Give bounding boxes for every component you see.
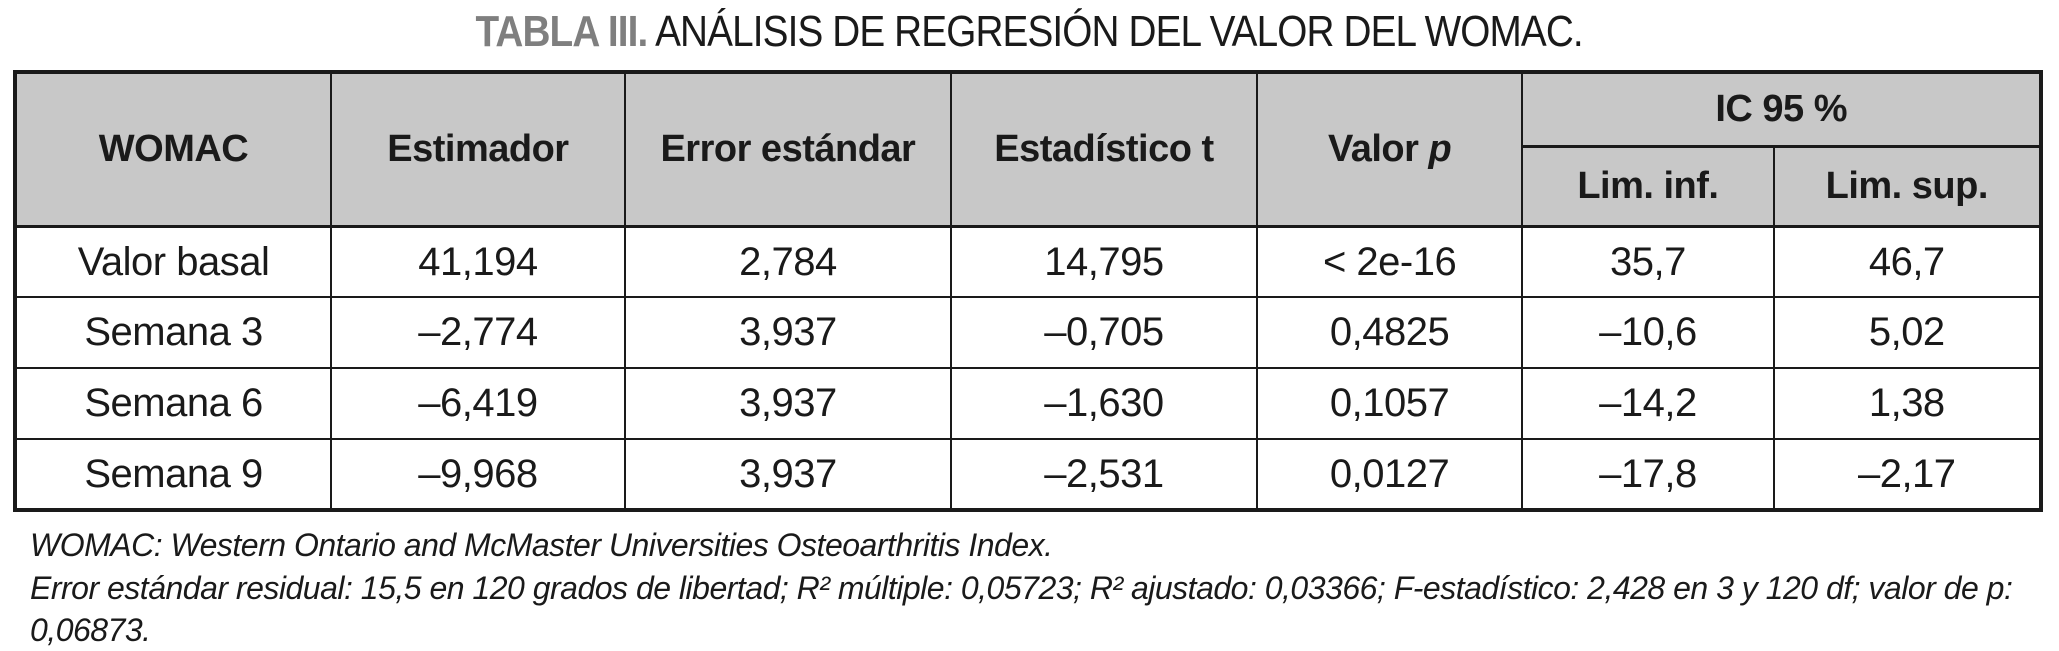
col-header-womac: WOMAC	[13, 71, 333, 228]
cell-error-estandar: 3,937	[623, 438, 952, 512]
footnote-regression-stats: Error estándar residual: 15,5 en 120 gra…	[30, 569, 2013, 648]
col-header-lim-inf: Lim. inf.	[1521, 145, 1775, 228]
regression-table: WOMAC Estimador Error estándar Estadísti…	[13, 70, 2043, 513]
cell-estadistico-t: –0,705	[949, 296, 1258, 370]
cell-valor-p: 0,4825	[1255, 296, 1524, 370]
row-label: Valor basal	[13, 225, 333, 299]
row-label: Semana 9	[13, 438, 333, 512]
table-title: TABLA III. ANÁLISIS DE REGRESIÓN DEL VAL…	[0, 7, 2059, 56]
table-row-semana-3: Semana 3 –2,774 3,937 –0,705 0,4825 –10,…	[13, 296, 2043, 370]
cell-estadistico-t: –1,630	[949, 367, 1258, 441]
cell-estimador: –6,419	[330, 367, 626, 441]
cell-estadistico-t: 14,795	[949, 225, 1258, 299]
row-label: Semana 3	[13, 296, 333, 370]
cell-error-estandar: 3,937	[623, 367, 952, 441]
page: TABLA III. ANÁLISIS DE REGRESIÓN DEL VAL…	[0, 7, 2059, 651]
table-title-text: ANÁLISIS DE REGRESIÓN DEL VALOR DEL WOMA…	[655, 7, 1584, 56]
col-header-valor-p: Valor p	[1255, 71, 1524, 228]
table-row-valor-basal: Valor basal 41,194 2,784 14,795 < 2e-16 …	[13, 225, 2043, 299]
cell-valor-p: 0,1057	[1255, 367, 1524, 441]
cell-valor-p: 0,0127	[1255, 438, 1524, 512]
cell-error-estandar: 2,784	[623, 225, 952, 299]
cell-valor-p: < 2e-16	[1255, 225, 1524, 299]
table-title-inner: TABLA III. ANÁLISIS DE REGRESIÓN DEL VAL…	[475, 7, 1584, 56]
row-label: Semana 6	[13, 367, 333, 441]
cell-lim-inf: –17,8	[1521, 438, 1775, 512]
col-header-error-estandar: Error estándar	[623, 71, 952, 228]
table-row-semana-9: Semana 9 –9,968 3,937 –2,531 0,0127 –17,…	[13, 438, 2043, 512]
col-header-lim-sup: Lim. sup.	[1772, 145, 2043, 228]
cell-lim-sup: 1,38	[1772, 367, 2043, 441]
cell-lim-sup: –2,17	[1772, 438, 2043, 512]
table-number-label: TABLA III.	[475, 7, 649, 56]
cell-lim-inf: –14,2	[1521, 367, 1775, 441]
cell-lim-sup: 5,02	[1772, 296, 2043, 370]
col-header-estimador: Estimador	[330, 71, 626, 228]
footnote-womac-definition: WOMAC: Western Ontario and McMaster Univ…	[30, 527, 1053, 564]
table-row-semana-6: Semana 6 –6,419 3,937 –1,630 0,1057 –14,…	[13, 367, 2043, 441]
cell-estimador: –2,774	[330, 296, 626, 370]
cell-lim-inf: 35,7	[1521, 225, 1775, 299]
cell-estimador: –9,968	[330, 438, 626, 512]
cell-estimador: 41,194	[330, 225, 626, 299]
cell-estadistico-t: –2,531	[949, 438, 1258, 512]
cell-lim-inf: –10,6	[1521, 296, 1775, 370]
col-header-estadistico-t: Estadístico t	[949, 71, 1258, 228]
cell-error-estandar: 3,937	[623, 296, 952, 370]
cell-lim-sup: 46,7	[1772, 225, 2043, 299]
valor-p-variable: p	[1428, 128, 1452, 171]
valor-p-word: Valor	[1327, 128, 1419, 171]
col-header-ic95: IC 95 %	[1521, 71, 2042, 148]
footnotes: WOMAC: Western Ontario and McMaster Univ…	[30, 524, 2040, 651]
